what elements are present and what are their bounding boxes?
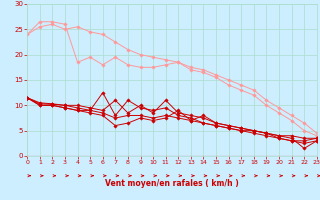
X-axis label: Vent moyen/en rafales ( km/h ): Vent moyen/en rafales ( km/h ) [105, 179, 239, 188]
